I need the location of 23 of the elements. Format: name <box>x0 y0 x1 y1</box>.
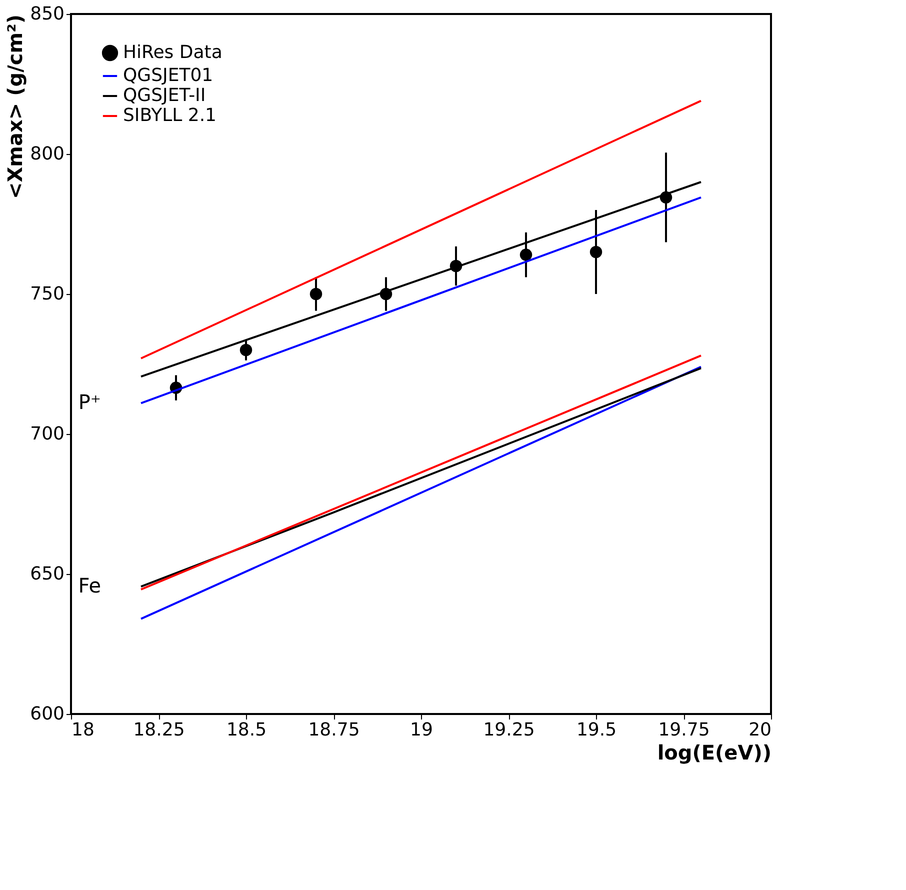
x-tick-label: 18.75 <box>308 720 360 740</box>
x-axis-title: log(E(eV)) <box>657 740 772 764</box>
annotation: Fe <box>78 574 101 598</box>
legend-label: HiRes Data <box>123 42 222 63</box>
y-tick-label: 650 <box>30 564 64 584</box>
x-tick-label: 18.25 <box>133 720 185 740</box>
y-tick-label: 800 <box>30 144 64 164</box>
x-tick-label: 18 <box>72 720 94 740</box>
y-tick-label: 750 <box>30 284 64 304</box>
x-tick-label: 19 <box>410 720 433 740</box>
x-tick-label: 19.5 <box>576 720 617 740</box>
legend-label: QGSJET01 <box>123 65 214 86</box>
x-tick-label: 20 <box>748 720 772 740</box>
x-tick-label: 19.75 <box>658 720 710 740</box>
x-tick-label: 19.25 <box>483 720 535 740</box>
legend-label: SIBYLL 2.1 <box>123 105 216 126</box>
y-tick-label: 700 <box>30 424 64 444</box>
x-tick-label: 18.5 <box>226 720 267 740</box>
y-tick-label: 600 <box>30 704 64 724</box>
annotation: P⁺ <box>78 390 101 414</box>
y-axis-title: <Xmax> (g/cm²) <box>3 14 28 199</box>
legend-label: QGSJET-II <box>123 85 206 106</box>
y-tick-label: 850 <box>30 4 64 24</box>
